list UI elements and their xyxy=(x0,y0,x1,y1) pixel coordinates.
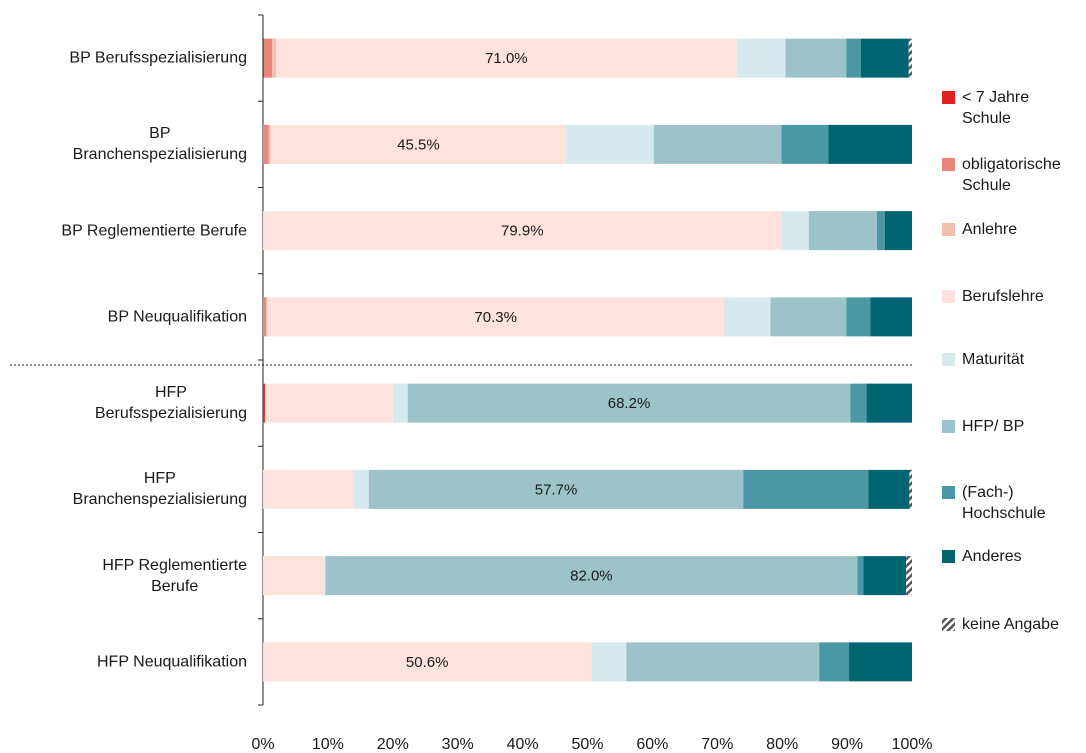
legend-label: keine Angabe xyxy=(962,616,1059,633)
bar-segment xyxy=(325,556,858,596)
legend-label: Berufslehre xyxy=(962,288,1044,305)
bar-segment xyxy=(407,383,851,423)
value-label: 82.0% xyxy=(570,568,613,585)
bar-segment xyxy=(743,469,869,509)
legend-swatch xyxy=(942,550,955,563)
y-tick-label: BP Berufsspezialisierung xyxy=(69,49,247,67)
bar-segment xyxy=(268,124,271,164)
bar-segment xyxy=(868,469,910,509)
legend-label: obligatorische Schule xyxy=(962,156,1061,194)
bar-segment xyxy=(723,297,771,337)
bar-segment xyxy=(653,124,782,164)
legend-label: Maturität xyxy=(962,351,1025,368)
bar-segment xyxy=(263,211,782,251)
legend-label: Anlehre xyxy=(962,221,1018,238)
bar-segment xyxy=(863,556,907,596)
legend-swatch xyxy=(942,486,955,499)
bar-segment xyxy=(846,38,861,78)
bar-segment xyxy=(828,124,912,164)
bar-segment xyxy=(263,383,265,423)
value-label: 68.2% xyxy=(608,395,651,412)
bar-segment xyxy=(324,556,326,596)
bar-segment xyxy=(267,297,724,337)
y-tick-label: HFP Berufsspezialisierung xyxy=(94,384,247,423)
y-tick-label: HFP Reglementierte Berufe xyxy=(102,556,247,595)
bar-segment xyxy=(785,38,847,78)
bar-segment xyxy=(591,642,627,682)
bar-segment xyxy=(870,297,912,337)
bar-segment xyxy=(808,211,877,251)
bar-segment xyxy=(736,38,786,78)
value-label: 50.6% xyxy=(406,654,449,671)
legend-label: (Fach-) Hochschule xyxy=(962,484,1046,522)
legend-label: Anderes xyxy=(962,548,1022,565)
bar-segment xyxy=(263,642,592,682)
bar-segment xyxy=(270,124,567,164)
x-tick-label: 50% xyxy=(571,736,604,753)
bar-segment xyxy=(275,38,737,78)
bar-segment xyxy=(906,556,912,596)
bar-segment xyxy=(846,297,871,337)
y-tick-label: BP Neuqualifikation xyxy=(107,308,247,326)
x-tick-label: 100% xyxy=(891,736,933,753)
bar-segment xyxy=(857,556,864,596)
bar-segment xyxy=(909,469,912,509)
y-tick-label: HFP Branchenspezialisierung xyxy=(72,470,247,509)
value-label: 71.0% xyxy=(485,50,528,67)
legend-swatch xyxy=(942,290,955,303)
bar-segment xyxy=(266,297,268,337)
legend-swatch xyxy=(942,618,955,631)
legend-swatch xyxy=(942,91,955,104)
y-tick-label: HFP Neuqualifikation xyxy=(96,653,247,671)
bar-segment xyxy=(264,383,393,423)
x-tick-label: 40% xyxy=(506,736,539,753)
bar-segment xyxy=(392,383,408,423)
x-tick-label: 0% xyxy=(251,736,275,753)
x-tick-label: 70% xyxy=(701,736,734,753)
bar-segment xyxy=(781,211,809,251)
bar-segment xyxy=(626,642,820,682)
legend-swatch xyxy=(942,420,955,433)
x-tick-label: 30% xyxy=(441,736,474,753)
bar-segment xyxy=(876,211,885,251)
bar-segment xyxy=(263,38,265,78)
legend-swatch xyxy=(942,353,955,366)
value-label: 79.9% xyxy=(501,223,544,240)
value-label: 70.3% xyxy=(474,309,517,326)
bar-segment xyxy=(272,38,276,78)
x-tick-label: 60% xyxy=(636,736,669,753)
bar-segment xyxy=(263,556,325,596)
bar-segment xyxy=(368,469,744,509)
legend-swatch xyxy=(942,158,955,171)
bar-segment xyxy=(770,297,847,337)
x-tick-label: 90% xyxy=(831,736,864,753)
legend-label: < 7 Jahre Schule xyxy=(962,89,1030,127)
bar-segment xyxy=(781,124,829,164)
bar-segment xyxy=(884,211,912,251)
y-tick-label: BP Reglementierte Berufe xyxy=(61,222,247,240)
x-tick-label: 20% xyxy=(376,736,409,753)
bar-segment xyxy=(353,469,369,509)
bar-segment xyxy=(850,383,867,423)
x-tick-label: 80% xyxy=(766,736,799,753)
bar-segment xyxy=(819,642,850,682)
bar-segment xyxy=(566,124,654,164)
bar-segment xyxy=(264,38,273,78)
bar-segment xyxy=(263,469,354,509)
bar-segment xyxy=(866,383,912,423)
y-tick-label: BP Branchenspezialisierung xyxy=(72,125,247,164)
value-label: 57.7% xyxy=(535,481,578,498)
value-label: 45.5% xyxy=(397,136,440,153)
x-tick-label: 10% xyxy=(311,736,344,753)
bar-segment xyxy=(263,124,269,164)
bar-segment xyxy=(263,297,267,337)
bar-segment xyxy=(908,38,912,78)
legend-label: HFP/ BP xyxy=(962,418,1025,435)
bar-segment xyxy=(860,38,909,78)
bar-segment xyxy=(849,642,912,682)
legend-swatch xyxy=(942,223,955,236)
